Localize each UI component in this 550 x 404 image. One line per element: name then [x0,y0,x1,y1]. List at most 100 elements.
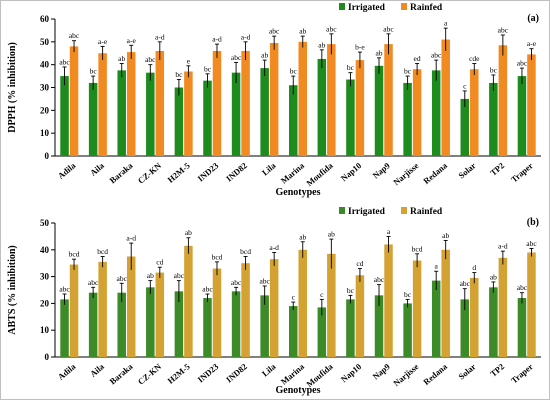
chart0-sig-label-1-9: abc [326,24,337,33]
chart1-bar-0-5 [203,298,212,357]
chart0-sig-label-1-13: a [444,19,448,28]
chart1-sig-label-1-8: ab [299,232,306,241]
chart0-category-label-16: Traper [509,160,535,184]
chart0-bar-1-12 [412,69,422,156]
chart1-sig-label-1-16: abc [526,239,537,248]
chart1-sig-label-0-11: abc [374,275,385,284]
chart0-sig-label-0-10: bc [347,63,355,72]
chart1-ytick-label: 10 [40,325,50,335]
chart0-sig-label-0-1: bc [90,67,98,76]
chart1-sig-label-1-6: bcd [240,247,251,256]
chart0-ytick-label: 10 [40,128,50,138]
chart1-sig-label-0-13: a [435,262,439,271]
chart0-bar-1-5 [212,50,222,156]
chart1-bar-0-9 [317,307,327,357]
chart0-bar-1-9 [327,44,336,156]
chart1-sig-label-1-4: ab [185,228,192,237]
chart1-sig-label-0-10: bc [347,286,355,295]
chart1-panel-label: (b) [527,217,539,228]
chart1-x-axis-label: Genotypes [276,385,321,396]
chart0-sig-label-0-13: abc [431,51,442,60]
chart1-bar-0-15 [489,287,498,357]
chart1-bar-1-3 [155,272,165,357]
chart1-category-label-2: Baraka [108,361,136,386]
chart0-ytick-label: 0 [45,151,50,161]
chart0-bar-0-13 [431,70,441,156]
chart0-bar-1-2 [126,52,136,156]
chart0-category-label-1: Aila [88,160,107,178]
chart0-sig-label-0-0: abc [59,57,70,66]
chart1-bar-1-4 [184,245,193,357]
chart1-legend-swatch-1 [401,207,407,214]
chart0-sig-label-0-6: abc [231,53,242,62]
chart1-bar-1-6 [241,263,250,357]
chart1-sig-label-0-0: abc [59,285,70,294]
chart1-bar-0-4 [174,291,184,357]
chart0-category-label-5: IND23 [195,160,220,183]
chart0-bar-0-5 [203,80,212,156]
chart1-category-label-11: Nap9 [371,361,392,381]
chart0-bar-1-8 [298,41,307,157]
chart0-legend-swatch-1 [401,3,407,10]
chart0-bar-0-1 [88,82,98,156]
chart1-bar-0-16 [517,298,527,357]
chart0-sig-label-1-6: a-d [241,32,251,41]
chart0-sig-label-1-1: a-e [98,37,108,46]
chart1-bar-1-1 [98,261,107,357]
chart1-sig-label-1-14: d [472,263,476,272]
chart1-sig-label-0-1: abc [88,278,99,287]
chart0-sig-label-0-11: ab [375,48,382,57]
chart0-bar-0-16 [517,76,527,156]
chart1-category-label-10: Nap10 [339,361,364,384]
chart1-ytick-label: 30 [40,272,50,282]
chart0-sig-label-1-7: abc [269,27,280,36]
chart0-sig-label-1-12: ed [414,54,421,63]
chart0-category-label-13: Redana [421,160,449,186]
chart0-bar-0-3 [146,72,155,156]
chart1-sig-label-1-7: a-d [269,243,279,252]
chart0-sig-label-1-8: ab [299,27,306,36]
chart1-sig-label-1-2: a-d [126,234,136,243]
chart0-sig-label-0-5: bc [204,64,212,73]
chart1-ytick-label: 40 [40,245,50,255]
chart1-sig-label-1-0: bcd [69,250,80,259]
chart0-x-axis-label: Genotypes [276,187,321,198]
chart0-bar-0-11 [374,65,384,156]
chart0-bar-0-15 [489,82,498,156]
chart0-sig-label-0-16: abc [517,59,528,68]
chart1-bar-1-5 [212,268,222,357]
chart1-category-label-16: Traper [509,361,535,385]
chart0-legend-label-1: Rainfed [410,3,443,13]
chart0-bar-1-15 [498,45,508,157]
chart1-sig-label-0-4: abc [174,271,185,280]
chart1-bar-0-7 [260,295,269,357]
chart0-bar-1-14 [470,69,479,156]
chart1-sig-label-0-5: abc [202,285,213,294]
chart1-bar-1-16 [527,252,536,357]
chart0-sig-label-1-14: cde [469,54,480,63]
chart1-sig-label-0-3: ab [147,271,154,280]
chart1-bar-0-12 [403,303,412,357]
chart1-bar-0-11 [374,295,384,357]
chart1-bar-0-1 [88,292,98,357]
chart0-category-label-10: Nap10 [339,160,364,183]
chart1-sig-label-0-12: bc [404,290,412,299]
chart0-bar-1-10 [355,60,365,156]
chart1-category-label-14: Solar [456,361,477,381]
chart0-bar-1-11 [384,44,393,156]
chart0-sig-label-0-3: abc [145,55,156,64]
chart0-bar-0-10 [346,79,355,156]
chart0-category-label-0: Adila [56,160,78,181]
chart0-bar-0-14 [460,98,470,156]
chart1-bar-1-10 [355,275,365,357]
chart1-category-label-15: TP2 [488,361,506,378]
chart1-sig-label-0-8: c [292,293,296,302]
chart0-sig-label-0-8: bc [290,67,298,76]
chart1-bar-0-14 [460,299,470,357]
chart1-bar-1-13 [441,249,450,357]
chart0-bar-0-8 [289,85,298,156]
chart0-ytick-label: 40 [40,60,50,70]
chart0-sig-label-1-10: b-e [355,43,365,52]
chart0-category-label-8: Marina [279,160,307,186]
